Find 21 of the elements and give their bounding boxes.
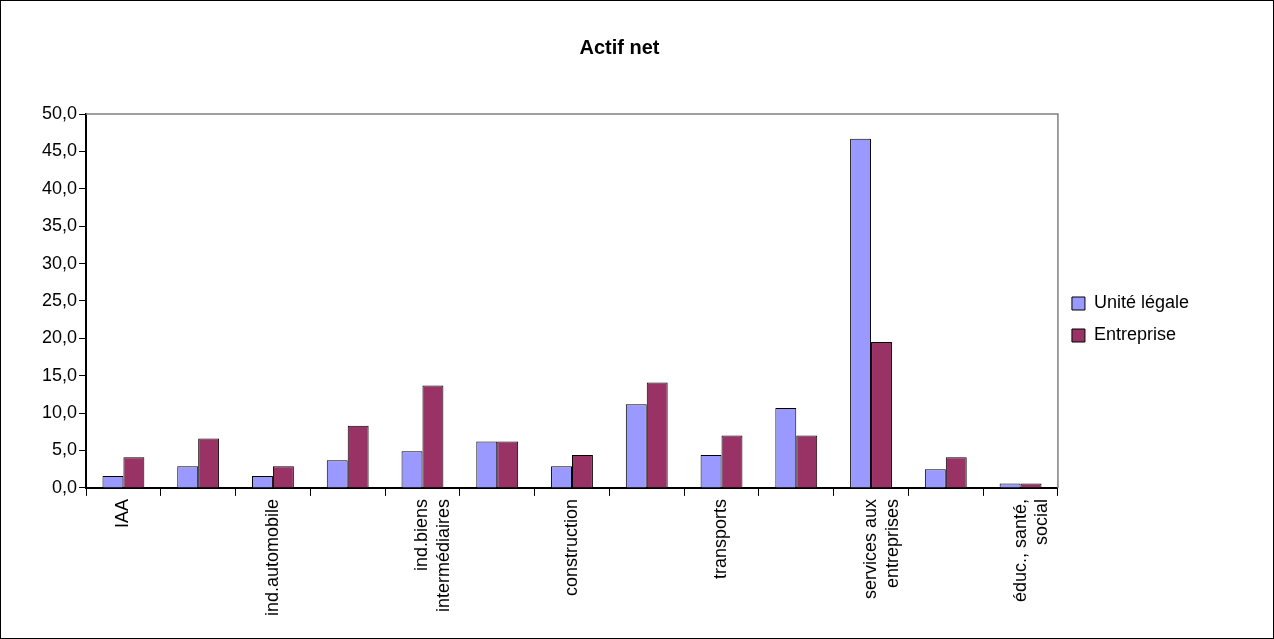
x-tick-label: transports: [710, 498, 731, 579]
y-tick-label: 50,0: [41, 102, 78, 123]
x-tick-label: ind.automobile: [261, 498, 282, 617]
y-tick-label: 5,0: [52, 439, 78, 460]
y-tick-label: 15,0: [41, 364, 78, 385]
y-tick-label: 10,0: [41, 402, 78, 423]
x-tick-label: éduc., santé, social: [1009, 498, 1052, 602]
x-tick-label: construction: [560, 498, 581, 596]
y-tick-label: 0,0: [52, 476, 78, 497]
legend-label: Unité légale: [1093, 292, 1189, 313]
x-tick-label: services aux entreprises: [860, 498, 902, 599]
legend-label: Entreprise: [1093, 324, 1176, 345]
y-tick-label: 30,0: [41, 252, 78, 273]
x-tick-label: IAA: [112, 498, 133, 528]
y-tick-label: 45,0: [41, 140, 78, 161]
y-tick-label: 20,0: [41, 327, 78, 348]
y-tick-label: 40,0: [41, 177, 78, 198]
chart-title: Actif net: [579, 35, 660, 58]
x-tick-label: ind.biens intermédiaires: [411, 498, 454, 612]
y-tick-label: 35,0: [41, 215, 78, 236]
y-tick-label: 25,0: [41, 289, 78, 310]
